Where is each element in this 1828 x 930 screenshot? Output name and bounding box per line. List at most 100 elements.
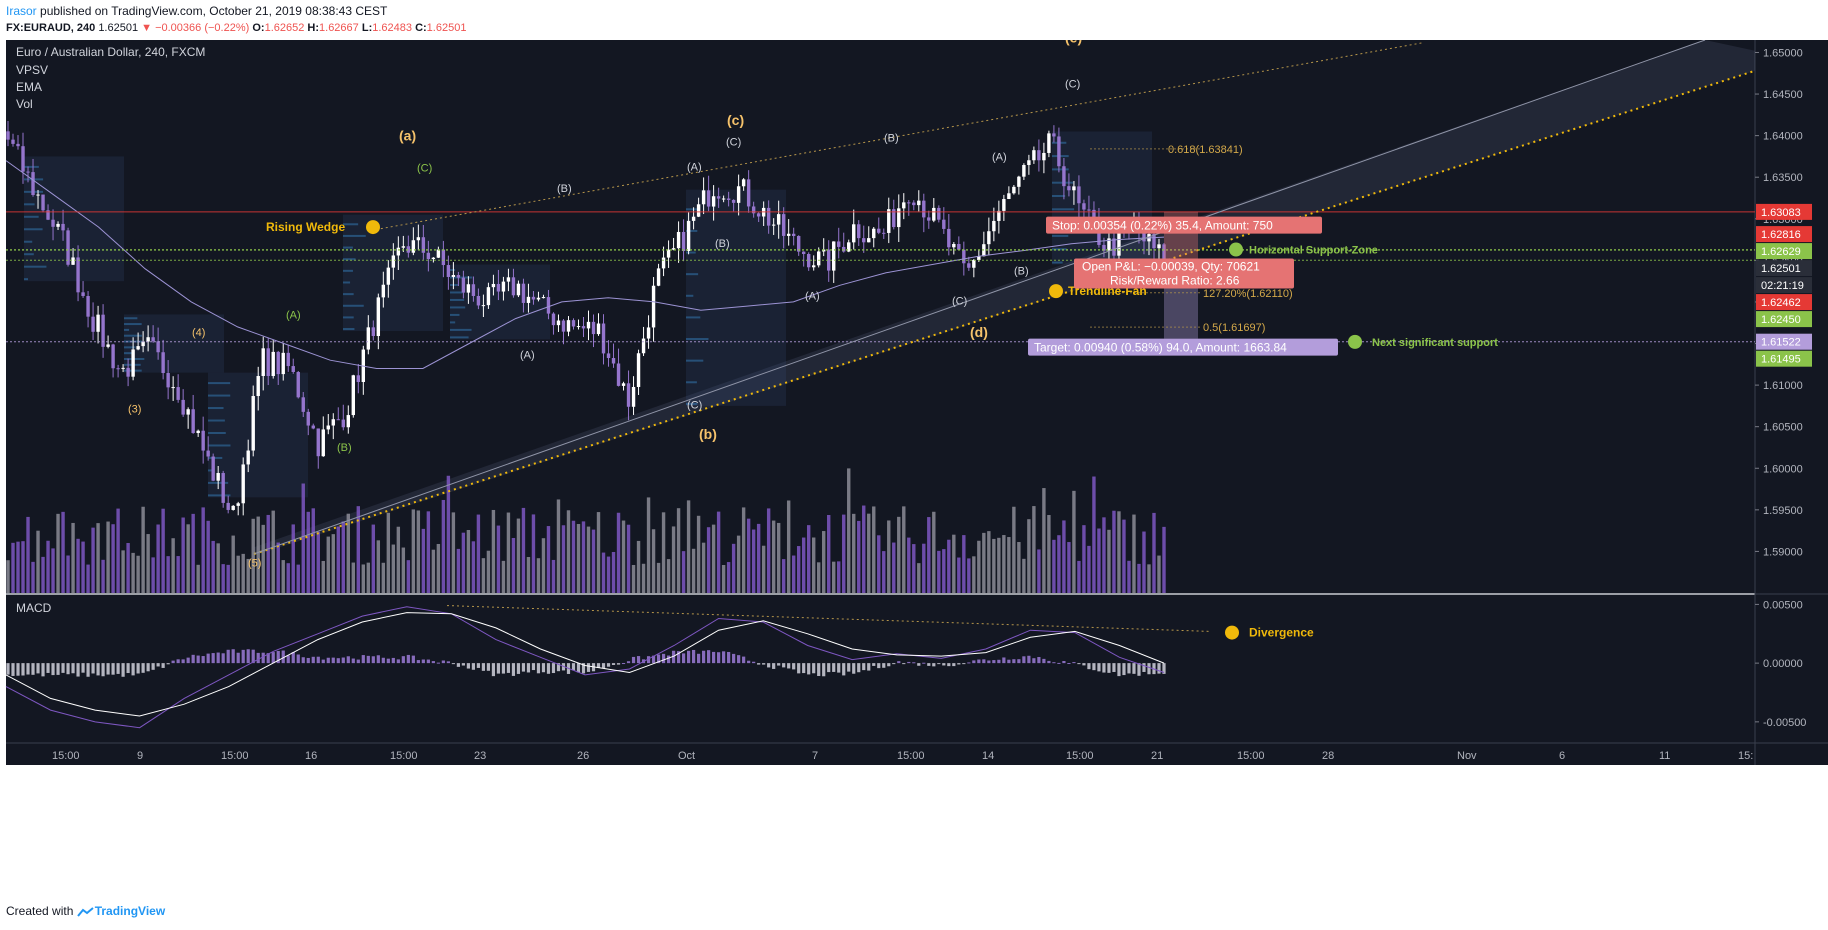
volume-bar xyxy=(181,517,185,593)
candle-body xyxy=(561,320,566,332)
volume-bar xyxy=(1097,528,1101,593)
volume-profile-bar xyxy=(1052,168,1069,171)
macd-histogram-bar xyxy=(121,663,125,677)
volume-bar xyxy=(811,537,816,593)
volume-bar xyxy=(1022,558,1026,593)
rising-wedge-label: Rising Wedge xyxy=(266,220,345,234)
candle-body xyxy=(381,284,386,298)
volume-bar xyxy=(666,559,671,593)
candle-body xyxy=(296,372,300,398)
volume-bar xyxy=(216,543,220,593)
volume-bar xyxy=(791,555,796,593)
volume-bar xyxy=(376,540,381,593)
volume-bar xyxy=(51,548,55,593)
x-tick-label: 23 xyxy=(474,750,486,762)
candle-body xyxy=(271,351,275,377)
macd-histogram-bar xyxy=(867,663,871,671)
price-axis-badge xyxy=(1756,203,1812,220)
wedge-upper-line xyxy=(370,42,1425,231)
volume-bar xyxy=(1107,529,1111,593)
volume-bar xyxy=(746,518,751,593)
volume-bar xyxy=(276,542,280,593)
candle-body xyxy=(666,249,671,258)
candle-body xyxy=(306,411,310,426)
candle-body xyxy=(576,326,581,328)
volume-profile-bar xyxy=(686,402,698,405)
candle-body xyxy=(1042,152,1046,161)
macd-histogram-bar xyxy=(1132,663,1136,674)
fib-label: 0.5(1.61697) xyxy=(1203,322,1265,334)
candle-body xyxy=(496,283,501,292)
x-tick-label: 11 xyxy=(1659,750,1670,762)
volume-bar xyxy=(586,526,591,593)
volume-bar xyxy=(1087,545,1091,593)
candle-body xyxy=(1047,133,1051,153)
macd-histogram-bar xyxy=(261,652,265,664)
macd-histogram-bar xyxy=(601,663,606,669)
volume-bar xyxy=(1147,564,1151,593)
x-tick-label: 6 xyxy=(1559,750,1565,762)
price-axis-badge xyxy=(1756,277,1812,294)
macd-histogram-bar xyxy=(356,659,360,664)
candle-body xyxy=(426,252,431,260)
price-axis-badge-text: 1.63083 xyxy=(1761,207,1801,219)
candle-body xyxy=(246,450,250,465)
y-tick-label: 1.64500 xyxy=(1763,89,1803,101)
volume-bar xyxy=(711,524,716,593)
candle-body xyxy=(646,327,651,339)
macd-histogram-bar xyxy=(822,663,826,677)
tradingview-logo-icon xyxy=(76,907,94,917)
fib-label: 127.20%(1.62110) xyxy=(1203,288,1293,300)
volume-bar xyxy=(837,561,841,593)
chart-canvas[interactable]: 1.650001.645001.640001.635001.630001.625… xyxy=(0,40,1828,896)
candle-body xyxy=(1017,176,1021,187)
candle-body xyxy=(1087,209,1091,211)
macd-histogram-bar xyxy=(847,663,851,672)
volume-bar xyxy=(201,507,205,593)
candle-body xyxy=(176,387,180,400)
macd-histogram-bar xyxy=(962,663,966,665)
wave-label: (A) xyxy=(805,290,820,302)
macd-histogram-bar xyxy=(11,663,15,676)
macd-histogram-bar xyxy=(1157,663,1161,674)
candle-body xyxy=(331,419,335,426)
macd-histogram-bar xyxy=(16,663,20,676)
wave-label: (d) xyxy=(970,324,988,340)
high-value: 1.62667 xyxy=(319,22,359,34)
candle-body xyxy=(676,231,681,249)
macd-histogram-bar xyxy=(696,653,701,664)
macd-histogram-bar xyxy=(967,662,971,664)
volume-bar xyxy=(6,560,10,593)
volume-profile-bar xyxy=(343,316,354,319)
macd-histogram-bar xyxy=(897,661,901,664)
candle-body xyxy=(882,232,886,234)
macd-histogram-bar xyxy=(982,659,986,664)
macd-histogram-bar xyxy=(411,655,415,664)
macd-histogram-bar xyxy=(336,658,340,664)
volume-bar xyxy=(91,527,95,593)
volume-bar xyxy=(987,531,991,593)
volume-profile-bar xyxy=(208,444,231,447)
macd-histogram-bar xyxy=(852,663,856,674)
candle-body xyxy=(416,237,421,241)
macd-histogram-bar xyxy=(1062,660,1066,664)
volume-bar xyxy=(937,550,941,593)
volume-bar xyxy=(241,553,245,593)
candle-body xyxy=(1152,234,1156,249)
macd-histogram-bar xyxy=(762,663,766,665)
footer: Created with TradingView xyxy=(6,904,165,918)
author-link[interactable]: Irasor xyxy=(6,4,37,18)
macd-histogram-bar xyxy=(311,656,315,664)
volume-bar xyxy=(661,512,666,593)
macd-histogram-bar xyxy=(997,659,1001,664)
candle-body xyxy=(711,196,716,207)
price-axis-badge-text: 1.62501 xyxy=(1761,263,1801,275)
volume-bar xyxy=(171,538,175,593)
candle-body xyxy=(346,415,350,428)
candle-body xyxy=(1012,186,1016,194)
tradingview-brand[interactable]: TradingView xyxy=(94,904,166,918)
volume-bar xyxy=(306,511,310,593)
price-axis-bg xyxy=(1755,40,1828,743)
macd-histogram-bar xyxy=(556,663,561,672)
macd-histogram-bar xyxy=(1122,663,1126,676)
